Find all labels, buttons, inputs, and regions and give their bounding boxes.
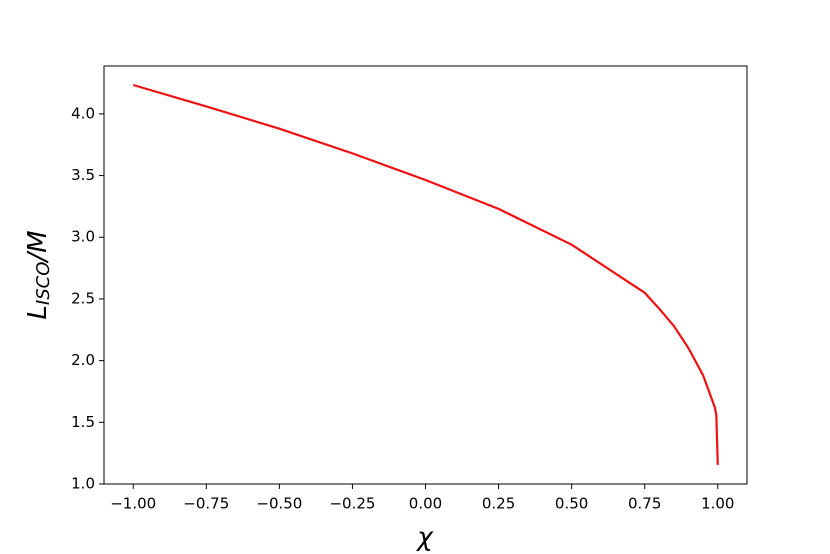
x-tick-label: 0.25 bbox=[482, 495, 515, 513]
line bbox=[132, 83, 719, 465]
x-tick-label: −0.50 bbox=[256, 495, 302, 513]
y-label-main: L bbox=[23, 305, 53, 320]
y-tick-label: 2.5 bbox=[71, 289, 95, 307]
x-tick-label: 0.50 bbox=[555, 495, 588, 513]
y-tick-label: 2.0 bbox=[71, 351, 95, 369]
x-axis-label: χ bbox=[415, 523, 434, 553]
y-tick-label: 3.5 bbox=[71, 166, 95, 184]
y-axis-label: LISCO/M bbox=[23, 230, 55, 319]
x-tick-label: 0.00 bbox=[409, 495, 442, 513]
y-tick-label: 4.0 bbox=[71, 104, 95, 122]
y-tick-label: 1.0 bbox=[71, 475, 95, 493]
x-tick-label: −0.25 bbox=[329, 495, 375, 513]
y-label-tail: /M bbox=[23, 230, 53, 263]
y-label-sub: ISCO bbox=[33, 262, 54, 305]
x-tick-label: 0.75 bbox=[628, 495, 661, 513]
x-tick-label: −1.00 bbox=[110, 495, 156, 513]
x-tick-label: −0.75 bbox=[183, 495, 229, 513]
y-tick-label: 3.0 bbox=[71, 228, 95, 246]
y-tick-label: 1.5 bbox=[71, 413, 95, 431]
x-tick-label: 1.00 bbox=[701, 495, 734, 513]
plot-frame bbox=[103, 65, 748, 485]
